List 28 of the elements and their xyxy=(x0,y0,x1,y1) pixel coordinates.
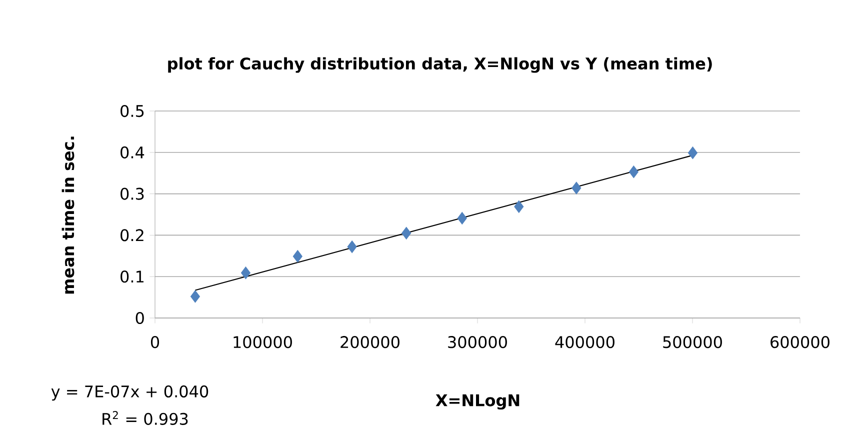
point xyxy=(347,240,357,254)
y-tick-label: 0.5 xyxy=(120,104,144,118)
point xyxy=(572,182,582,194)
point xyxy=(514,200,524,213)
x-tick-label: 300000 xyxy=(448,336,507,348)
point xyxy=(688,146,698,160)
point xyxy=(190,290,200,303)
x-axis-title: X=NLogN xyxy=(436,394,520,410)
x-tick-label: 0 xyxy=(150,336,160,348)
point xyxy=(292,250,302,263)
y-tick-label: 0 xyxy=(136,312,144,324)
y-tick-label: 0.1 xyxy=(120,270,144,283)
point xyxy=(628,166,638,178)
y-tick-label: 0.2 xyxy=(120,229,144,242)
x-tick-label: 100000 xyxy=(234,336,292,348)
x-tick-label: 200000 xyxy=(340,336,400,348)
point xyxy=(457,212,467,224)
point xyxy=(402,226,412,240)
x-tick-label: 500000 xyxy=(663,336,722,348)
y-tick-label: 0.4 xyxy=(120,146,144,158)
point xyxy=(240,266,251,280)
y-tick-label: 0.3 xyxy=(120,188,144,200)
x-tick-label: 400000 xyxy=(555,336,614,348)
text: R$^{2}$ = 0.993 xyxy=(102,411,188,425)
text: y = 7E-07x + 0.040 xyxy=(51,385,208,401)
chart-title: plot for Cauchy distribution data, X=NlogN vs Y (mean time) xyxy=(168,57,712,73)
x-tick-label: 600000 xyxy=(770,336,830,348)
y-axis-title: mean time in sec. xyxy=(62,136,74,294)
